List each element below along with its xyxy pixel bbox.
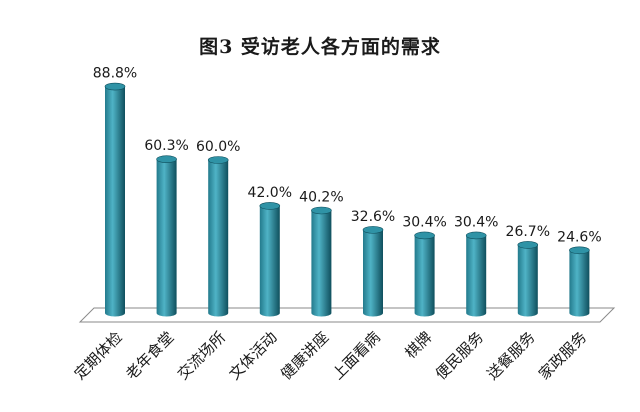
bar	[517, 241, 539, 317]
data-label: 26.7%	[506, 224, 550, 240]
bar-top	[569, 246, 590, 255]
bar-body	[156, 159, 177, 317]
bar	[259, 202, 281, 317]
bar-top	[207, 156, 229, 164]
data-label: 60.3%	[144, 138, 188, 154]
category-label: 老年食堂	[122, 328, 177, 383]
bar-top	[465, 231, 487, 240]
category-label: 健康讲座	[277, 328, 332, 383]
category-label: 交流场所	[174, 328, 229, 383]
bar-top	[362, 226, 384, 234]
bar-body	[259, 205, 280, 317]
bar-body	[311, 210, 332, 317]
category-label: 定期体检	[71, 328, 126, 383]
bar	[311, 206, 332, 317]
bar-body	[105, 86, 125, 317]
bar	[207, 156, 229, 317]
category-label: 送餐服务	[483, 328, 538, 383]
bar-top	[517, 241, 539, 249]
category-label: 上面看病	[329, 328, 384, 383]
data-label: 30.4%	[454, 214, 498, 230]
bars-group	[104, 82, 590, 317]
category-label: 文体活动	[225, 328, 280, 383]
bar-body	[363, 229, 383, 317]
value-labels-group: 88.8% 60.3% 60.0% 42.0% 40.2% 32.6% 30.4% 30.4%…	[93, 66, 602, 246]
data-label: 24.6%	[557, 229, 601, 245]
data-label: 60.0%	[196, 139, 240, 155]
category-label: 便民服务	[432, 328, 487, 383]
bar-top	[156, 155, 177, 164]
data-label: 40.2%	[299, 189, 343, 205]
bar	[362, 226, 384, 317]
bar-body	[517, 244, 538, 317]
bar-top	[414, 231, 435, 240]
bar-top	[104, 82, 126, 91]
category-label: 棋牌	[401, 328, 435, 362]
bar	[104, 82, 126, 317]
category-label: 家政服务	[535, 328, 590, 383]
bar-body	[569, 250, 590, 317]
bar	[569, 246, 590, 317]
bar-body	[208, 160, 229, 317]
data-label: 88.8%	[93, 66, 137, 82]
data-label: 32.6%	[351, 209, 395, 225]
bar	[414, 231, 435, 317]
bar-body	[466, 235, 487, 317]
chart-title: 图3 受访老人各方面的需求	[199, 36, 441, 58]
data-label: 30.4%	[402, 214, 446, 230]
bar-top	[311, 206, 332, 215]
data-label: 42.0%	[248, 185, 292, 201]
bar-body	[414, 235, 435, 317]
bar	[465, 231, 487, 317]
bar-top	[259, 202, 281, 210]
bar	[156, 155, 177, 317]
